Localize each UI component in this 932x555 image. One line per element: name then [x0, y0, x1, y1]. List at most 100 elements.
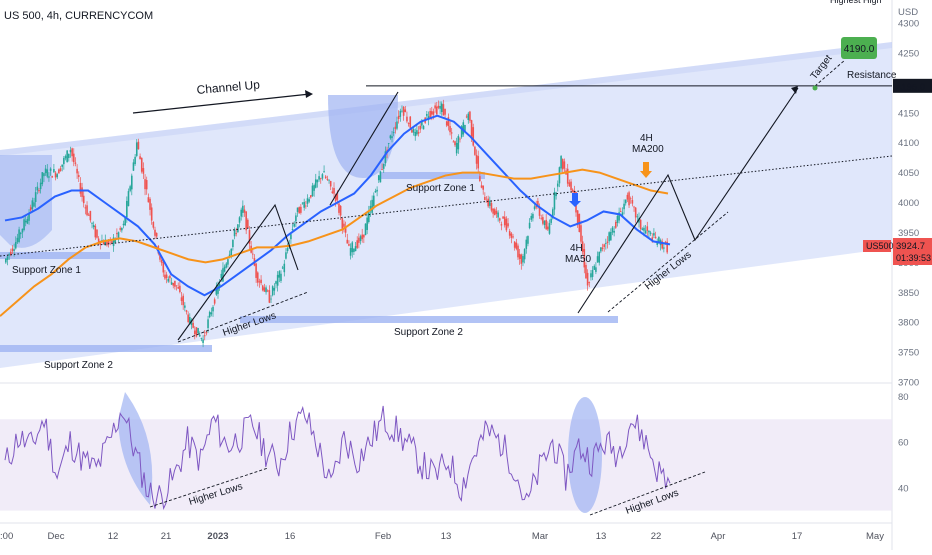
candle-body [56, 174, 59, 178]
candle-body [566, 168, 569, 184]
candle-body [344, 226, 347, 233]
candle-body [485, 201, 488, 203]
candle-body [247, 219, 249, 228]
candle-body [215, 287, 218, 295]
candle-body [437, 105, 440, 108]
candle-body [359, 236, 362, 241]
ma50-line [4, 114, 671, 297]
candles [5, 99, 668, 348]
candle-body [515, 242, 518, 249]
candle-body [245, 211, 247, 231]
candle-body [333, 187, 335, 194]
candle-body [581, 241, 584, 252]
candle-body [154, 229, 156, 236]
candle-body [235, 233, 238, 235]
candle-body [664, 241, 667, 243]
candle-body [661, 241, 663, 249]
candle-body [639, 219, 642, 229]
target-badge [841, 37, 877, 59]
channel-path-1 [177, 203, 299, 341]
candle-body [286, 248, 289, 252]
candle-body [256, 272, 259, 283]
candle-body [508, 231, 511, 236]
candle-body [498, 218, 501, 221]
candle-body [480, 185, 483, 188]
candle-body [329, 180, 332, 187]
candle-body [450, 132, 453, 134]
candle-body [404, 109, 407, 113]
candle-body [240, 209, 242, 217]
candle-body [285, 252, 287, 259]
rsi-higher-lows-line-1 [149, 467, 269, 508]
current-price-badge [893, 238, 932, 265]
candle-body [265, 287, 267, 293]
candle-body [29, 207, 32, 211]
candle-body [220, 273, 223, 279]
candle-body [248, 230, 251, 244]
candle-body [72, 153, 75, 163]
candle-body [603, 244, 605, 248]
candle-body [96, 229, 98, 238]
candle-body [180, 297, 183, 301]
candle-body [159, 253, 161, 260]
candle-body [636, 216, 639, 218]
candle-body [444, 108, 446, 115]
candle-body [162, 261, 165, 273]
candle-body [522, 256, 524, 263]
candle-body [86, 205, 88, 216]
candle-body [102, 241, 105, 245]
candle-body [361, 234, 363, 240]
candle-body [548, 223, 551, 234]
candle-body [145, 180, 148, 190]
candle-body [527, 236, 529, 244]
support-zone-2-label-left: Support Zone 2 [44, 360, 113, 371]
candle-body [203, 335, 206, 337]
candle-body [392, 132, 395, 133]
candle-body [336, 192, 339, 200]
candle-body [106, 241, 108, 246]
candle-body [605, 243, 607, 244]
candle-body [64, 156, 67, 159]
candle-body [525, 239, 528, 249]
candle-body [23, 219, 25, 230]
candle-body [268, 290, 271, 303]
rsi-higher-lows-line-2 [589, 471, 706, 516]
candle-body [431, 111, 433, 115]
channel-up-arrow [132, 93, 311, 114]
candle-body [614, 221, 617, 228]
pattern-shape-2 [0, 155, 52, 248]
candle-body [170, 282, 173, 285]
candle-body [14, 241, 17, 249]
candle-body [6, 256, 9, 260]
candle-body [169, 275, 171, 279]
candle-body [442, 104, 445, 116]
candle-body [585, 264, 587, 279]
candle-body [142, 168, 145, 174]
candle-body [237, 224, 239, 233]
higher-lows-line-1 [177, 291, 309, 343]
y-tick-label: 4100 [898, 138, 919, 149]
candle-body [16, 237, 19, 243]
candle-body [174, 280, 176, 287]
candle-body [464, 125, 466, 132]
candle-body [54, 172, 57, 178]
candle-body [150, 207, 153, 221]
candle-body [129, 186, 131, 191]
candle-body [177, 287, 180, 289]
candle-body [314, 179, 317, 188]
x-tick-label: 12 [108, 531, 119, 542]
candle-body [97, 238, 100, 242]
candle-body [374, 190, 377, 193]
candle-body [545, 219, 547, 230]
candle-body [500, 224, 503, 226]
candle-body [175, 285, 178, 287]
candle-body [497, 212, 499, 218]
candle-body [295, 215, 297, 222]
candle-body [634, 207, 637, 218]
candle-body [432, 111, 435, 115]
candle-body [475, 154, 478, 164]
support-zone-1-mid [380, 172, 485, 179]
candle-body [104, 239, 107, 246]
candle-body [371, 199, 373, 213]
